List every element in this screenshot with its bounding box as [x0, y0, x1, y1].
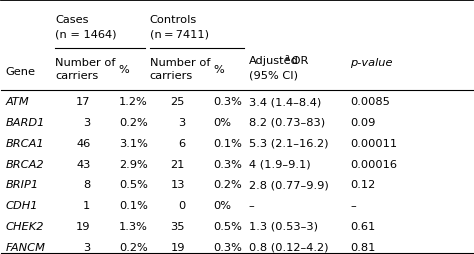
- Text: 0.5%: 0.5%: [213, 221, 242, 231]
- Text: 4 (1.9–9.1): 4 (1.9–9.1): [249, 159, 310, 169]
- Text: Cases: Cases: [55, 15, 89, 25]
- Text: (n = 7411): (n = 7411): [150, 29, 209, 39]
- Text: 0%: 0%: [213, 117, 231, 128]
- Text: 1: 1: [83, 200, 91, 210]
- Text: 19: 19: [76, 221, 91, 231]
- Text: 0.2%: 0.2%: [119, 242, 147, 252]
- Text: 1.3 (0.53–3): 1.3 (0.53–3): [249, 221, 318, 231]
- Text: 3.4 (1.4–8.4): 3.4 (1.4–8.4): [249, 97, 321, 107]
- Text: 0.5%: 0.5%: [119, 180, 148, 189]
- Text: 0.2%: 0.2%: [213, 180, 242, 189]
- Text: (95% CI): (95% CI): [249, 70, 298, 80]
- Text: 5.3 (2.1–16.2): 5.3 (2.1–16.2): [249, 138, 328, 148]
- Text: 0.12: 0.12: [350, 180, 376, 189]
- Text: 0.00011: 0.00011: [350, 138, 398, 148]
- Text: –: –: [350, 200, 356, 210]
- Text: 6: 6: [178, 138, 185, 148]
- Text: 25: 25: [171, 97, 185, 107]
- Text: 21: 21: [171, 159, 185, 169]
- Text: 1.2%: 1.2%: [119, 97, 147, 107]
- Text: 0.8 (0.12–4.2): 0.8 (0.12–4.2): [249, 242, 328, 252]
- Text: 0: 0: [178, 200, 185, 210]
- Text: BRCA1: BRCA1: [5, 138, 44, 148]
- Text: 17: 17: [76, 97, 91, 107]
- Text: 46: 46: [76, 138, 91, 148]
- Text: Number of
carriers: Number of carriers: [150, 57, 210, 80]
- Text: 3: 3: [178, 117, 185, 128]
- Text: 0.1%: 0.1%: [213, 138, 242, 148]
- Text: 0.09: 0.09: [350, 117, 376, 128]
- Text: %: %: [119, 65, 129, 75]
- Text: 19: 19: [171, 242, 185, 252]
- Text: %: %: [213, 65, 224, 75]
- Text: 35: 35: [171, 221, 185, 231]
- Text: 0%: 0%: [213, 200, 231, 210]
- Text: BRCA2: BRCA2: [5, 159, 44, 169]
- Text: 2.8 (0.77–9.9): 2.8 (0.77–9.9): [249, 180, 328, 189]
- Text: 0.2%: 0.2%: [119, 117, 147, 128]
- Text: 0.3%: 0.3%: [213, 97, 242, 107]
- Text: 0.0085: 0.0085: [350, 97, 390, 107]
- Text: 43: 43: [76, 159, 91, 169]
- Text: 0.00016: 0.00016: [350, 159, 397, 169]
- Text: FANCM: FANCM: [5, 242, 46, 252]
- Text: Controls: Controls: [150, 15, 197, 25]
- Text: CHEK2: CHEK2: [5, 221, 44, 231]
- Text: 1.3%: 1.3%: [119, 221, 148, 231]
- Text: BRIP1: BRIP1: [5, 180, 38, 189]
- Text: 3.1%: 3.1%: [119, 138, 148, 148]
- Text: a: a: [284, 53, 289, 61]
- Text: (n = 1464): (n = 1464): [55, 29, 117, 39]
- Text: 3: 3: [83, 242, 91, 252]
- Text: –: –: [249, 200, 255, 210]
- Text: 3: 3: [83, 117, 91, 128]
- Text: 0.3%: 0.3%: [213, 159, 242, 169]
- Text: BARD1: BARD1: [5, 117, 45, 128]
- Text: 8: 8: [83, 180, 91, 189]
- Text: ATM: ATM: [5, 97, 29, 107]
- Text: 0.81: 0.81: [350, 242, 376, 252]
- Text: 0.1%: 0.1%: [119, 200, 148, 210]
- Text: Adjusted: Adjusted: [249, 56, 299, 66]
- Text: 8.2 (0.73–83): 8.2 (0.73–83): [249, 117, 325, 128]
- Text: 0.3%: 0.3%: [213, 242, 242, 252]
- Text: CDH1: CDH1: [5, 200, 38, 210]
- Text: 13: 13: [171, 180, 185, 189]
- Text: Number of
carriers: Number of carriers: [55, 57, 116, 80]
- Text: p-value: p-value: [350, 57, 393, 68]
- Text: OR: OR: [288, 56, 309, 66]
- Text: 0.61: 0.61: [350, 221, 376, 231]
- Text: Gene: Gene: [5, 67, 36, 76]
- Text: 2.9%: 2.9%: [119, 159, 147, 169]
